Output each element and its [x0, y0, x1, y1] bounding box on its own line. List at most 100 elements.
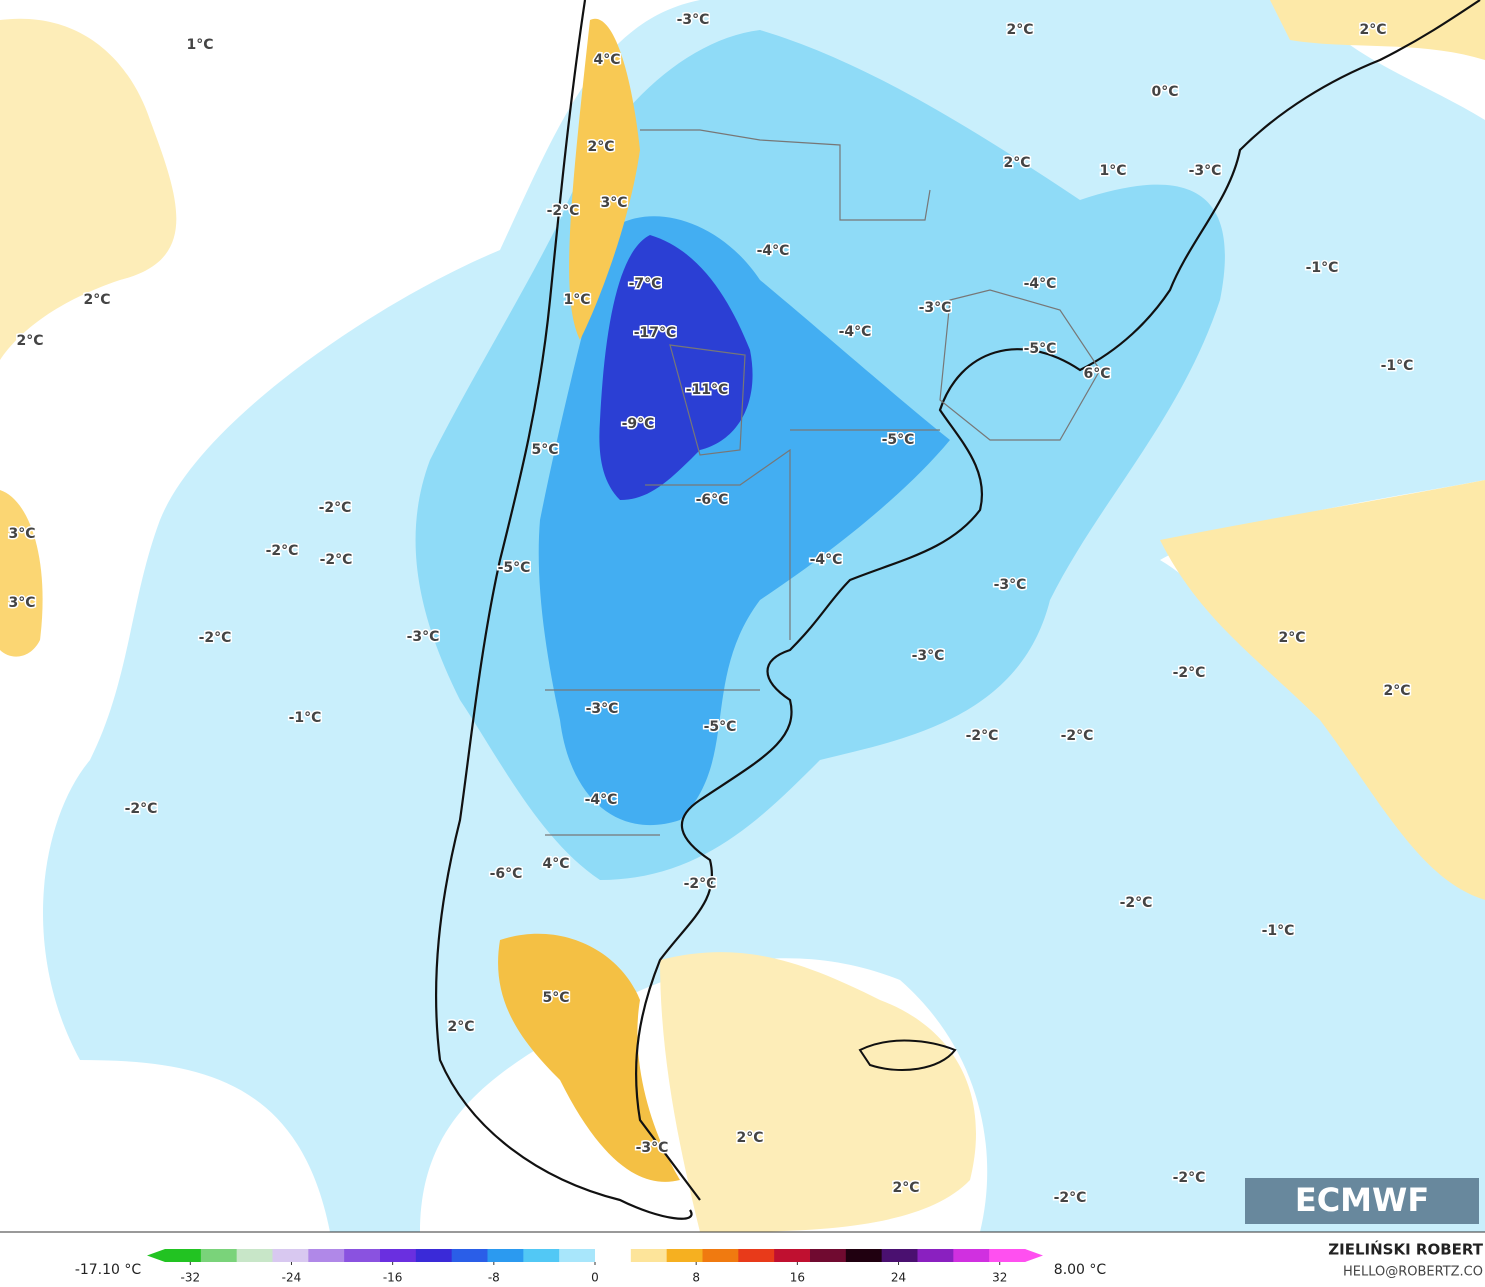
- colorbar-swatch: [953, 1249, 990, 1262]
- colorbar-swatch: [881, 1249, 918, 1262]
- temperature-label: -3°C: [636, 1140, 669, 1156]
- temperature-label: 1°C: [1099, 163, 1126, 179]
- falkland-islands: [858, 1039, 957, 1071]
- colorbar-swatch: [702, 1249, 739, 1262]
- max-value: 8.00 °C: [1054, 1262, 1107, 1278]
- colorbar-swatch: [344, 1249, 381, 1262]
- colorbar-swatch: [917, 1249, 954, 1262]
- colorbar-tick-label: 0: [591, 1271, 599, 1285]
- borders: [545, 129, 1101, 836]
- temperature-label: 1°C: [186, 37, 213, 53]
- colorbar-tick-label: -16: [383, 1271, 403, 1285]
- temperature-label: 2°C: [1383, 683, 1410, 699]
- colorbar-tick-label: 16: [790, 1271, 805, 1285]
- temperature-label: 2°C: [1006, 22, 1033, 38]
- colorbar-swatch: [165, 1249, 202, 1262]
- temperature-label: -1°C: [289, 710, 322, 726]
- warm-region: [1270, 0, 1485, 60]
- temperature-label: 0°C: [1151, 84, 1178, 100]
- colorbar-swatch: [380, 1249, 417, 1262]
- temperature-label: -3°C: [586, 701, 619, 717]
- temperature-label: -11°C: [686, 382, 729, 398]
- colorbar-swatch: [272, 1249, 309, 1262]
- colorbar-swatch: [666, 1249, 703, 1262]
- warm-region: [498, 933, 680, 1182]
- temperature-label: -4°C: [839, 324, 872, 340]
- temperature-label: -3°C: [994, 577, 1027, 593]
- colorbar-tick-label: 32: [992, 1271, 1007, 1285]
- temperature-label: -1°C: [1381, 358, 1414, 374]
- temperature-label: 2°C: [1278, 630, 1305, 646]
- temperature-label: 2°C: [83, 292, 110, 308]
- warm-region: [0, 490, 43, 657]
- temperature-label: -2°C: [1061, 728, 1094, 744]
- colorbar-tick-label: 24: [891, 1271, 906, 1285]
- colorbar-swatch: [415, 1249, 453, 1262]
- colorbar-swatch: [810, 1249, 847, 1262]
- colorbar-swatch: [559, 1249, 596, 1262]
- temperature-label: -2°C: [1120, 895, 1153, 911]
- temperature-label: 2°C: [736, 1130, 763, 1146]
- temperature-label: 2°C: [1359, 22, 1386, 38]
- temperature-field: [0, 0, 1485, 1232]
- colorbar-swatch: [451, 1249, 488, 1262]
- colorbar-swatch: [989, 1249, 1026, 1262]
- warm-region: [660, 952, 976, 1232]
- temperature-label: -2°C: [320, 552, 353, 568]
- temperature-label: 2°C: [892, 1180, 919, 1196]
- temperature-label: 5°C: [542, 990, 569, 1006]
- contact: HELLO@ROBERTZ.CO: [1343, 1265, 1483, 1280]
- temperature-label: -2°C: [266, 543, 299, 559]
- temperature-label: -4°C: [585, 792, 618, 808]
- colorbar-swatch: [774, 1249, 811, 1262]
- temperature-labels: 1°C -3°C 2°C 2°C 4°C 0°C 2°C 2°C 1°C -3°C -2°C 3°C -…: [7, 11, 1415, 1208]
- logo-box: [1245, 1178, 1479, 1224]
- colorbar-swatch: [738, 1249, 775, 1262]
- colorbar: -32 -24 -16 -8 0 8 16 24 32: [147, 1249, 1043, 1285]
- author: ZIELIŃSKI ROBERT: [1328, 1240, 1483, 1259]
- temperature-label: -3°C: [407, 629, 440, 645]
- colorbar-end: [147, 1249, 165, 1262]
- temperature-label: -5°C: [498, 560, 531, 576]
- temperature-label: -6°C: [490, 866, 523, 882]
- temperature-label: 4°C: [593, 52, 620, 68]
- temperature-label: 2°C: [1003, 155, 1030, 171]
- temperature-label: -2°C: [199, 630, 232, 646]
- colorbar-swatch: [595, 1249, 632, 1262]
- temperature-label: -3°C: [1189, 163, 1222, 179]
- temperature-label: 3°C: [8, 595, 35, 611]
- colorbar-swatch: [487, 1249, 524, 1262]
- min-value: -17.10 °C: [75, 1262, 142, 1278]
- logo-text: ECMWF: [1295, 1181, 1429, 1219]
- temperature-label: -2°C: [966, 728, 999, 744]
- temperature-label: 6°C: [1083, 366, 1110, 382]
- warm-region: [569, 18, 640, 340]
- colorbar-swatch: [845, 1249, 883, 1262]
- colorbar-swatch: [523, 1249, 560, 1262]
- temperature-label: -4°C: [757, 243, 790, 259]
- temperature-label: -5°C: [1024, 341, 1057, 357]
- colorbar-end: [1025, 1249, 1043, 1262]
- temperature-label: 2°C: [447, 1019, 474, 1035]
- colorbar-tick-label: -8: [488, 1271, 500, 1285]
- colorbar-tick-label: 8: [692, 1271, 700, 1285]
- temperature-label: -2°C: [319, 500, 352, 516]
- temperature-label: -6°C: [696, 492, 729, 508]
- temperature-label: -2°C: [684, 876, 717, 892]
- temperature-label: 2°C: [16, 333, 43, 349]
- temperature-label: 4°C: [542, 856, 569, 872]
- temperature-label: -1°C: [1262, 923, 1295, 939]
- temperature-label: -5°C: [882, 432, 915, 448]
- colorbar-swatch: [308, 1249, 345, 1262]
- coastline: [434, 0, 1481, 1220]
- temperature-label: -2°C: [1173, 665, 1206, 681]
- temperature-label: -5°C: [704, 719, 737, 735]
- temperature-label: 5°C: [531, 442, 558, 458]
- warm-region: [0, 18, 177, 360]
- temperature-label: -4°C: [810, 552, 843, 568]
- temperature-label: -3°C: [912, 648, 945, 664]
- colorbar-swatch: [630, 1249, 668, 1262]
- warm-region: [1160, 480, 1485, 900]
